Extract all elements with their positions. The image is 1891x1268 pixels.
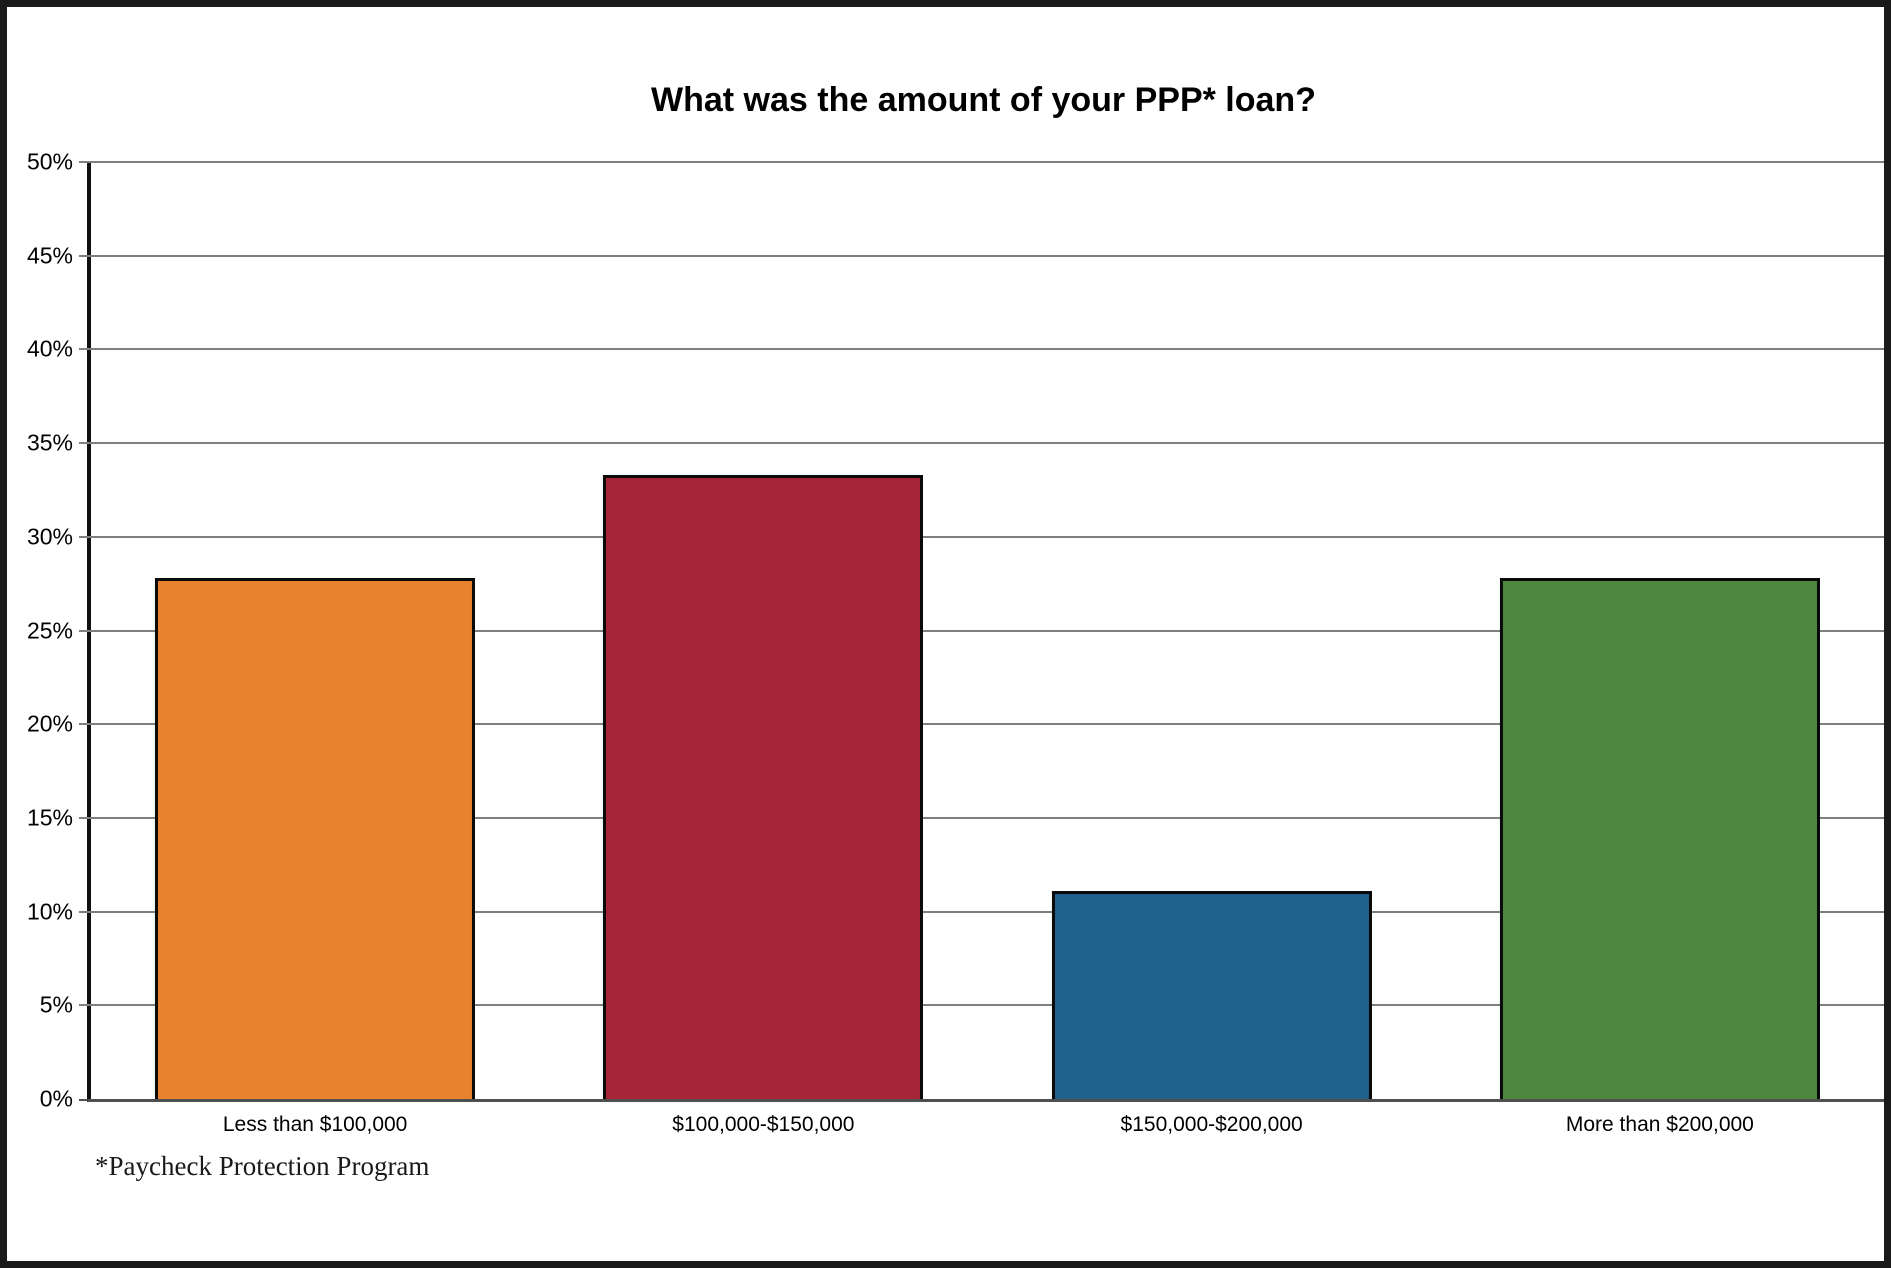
y-axis-tick-label: 20% [26,710,73,737]
y-axis-tick-label: 30% [26,523,73,550]
bar-2 [603,474,924,1099]
y-axis-tick-label: 10% [26,898,73,925]
y-axis-tick-label: 25% [26,617,73,643]
y-axis-tick-label: 45% [26,242,73,269]
x-axis-category-label: Less than $100,000 [222,1113,408,1136]
y-axis-tick-label: 40% [26,335,73,362]
x-axis-category-label: $150,000-$200,000 [1120,1113,1303,1136]
y-axis-zero-tick [79,1099,91,1101]
gridline-45 [79,254,1884,257]
y-axis-tick-label: 15% [26,804,73,831]
gridline-5 [79,1004,1884,1007]
y-axis-tick-label: 35% [26,429,73,456]
gridline-35 [79,442,1884,445]
bar-1 [155,578,476,1099]
x-axis-category-label: $100,000-$150,000 [672,1113,855,1136]
y-axis-tick-label: 0% [39,1085,73,1112]
gridline-30 [79,535,1884,538]
plot-area: 0% 5% 10% 15% 20% 25% 30% 35% 40% 45% 50% Less than… [27,149,1884,1136]
gridline-40 [79,348,1884,351]
chart-title: What was the amount of your PPP* loan? [651,81,1316,119]
gridline-20 [79,723,1884,726]
y-axis-tick-label: 50% [26,148,73,175]
gridline-50 [79,161,1884,163]
gridline-15 [79,816,1884,819]
bar-4 [1499,578,1820,1099]
bar-3 [1051,891,1372,1099]
y-axis-tick-label: 5% [39,991,73,1018]
x-axis-category-label: More than $200,000 [1565,1113,1754,1136]
gridline-25 [79,629,1884,632]
gridline-10 [79,910,1884,913]
footnote: *Paycheck Protection Program [95,1151,430,1181]
